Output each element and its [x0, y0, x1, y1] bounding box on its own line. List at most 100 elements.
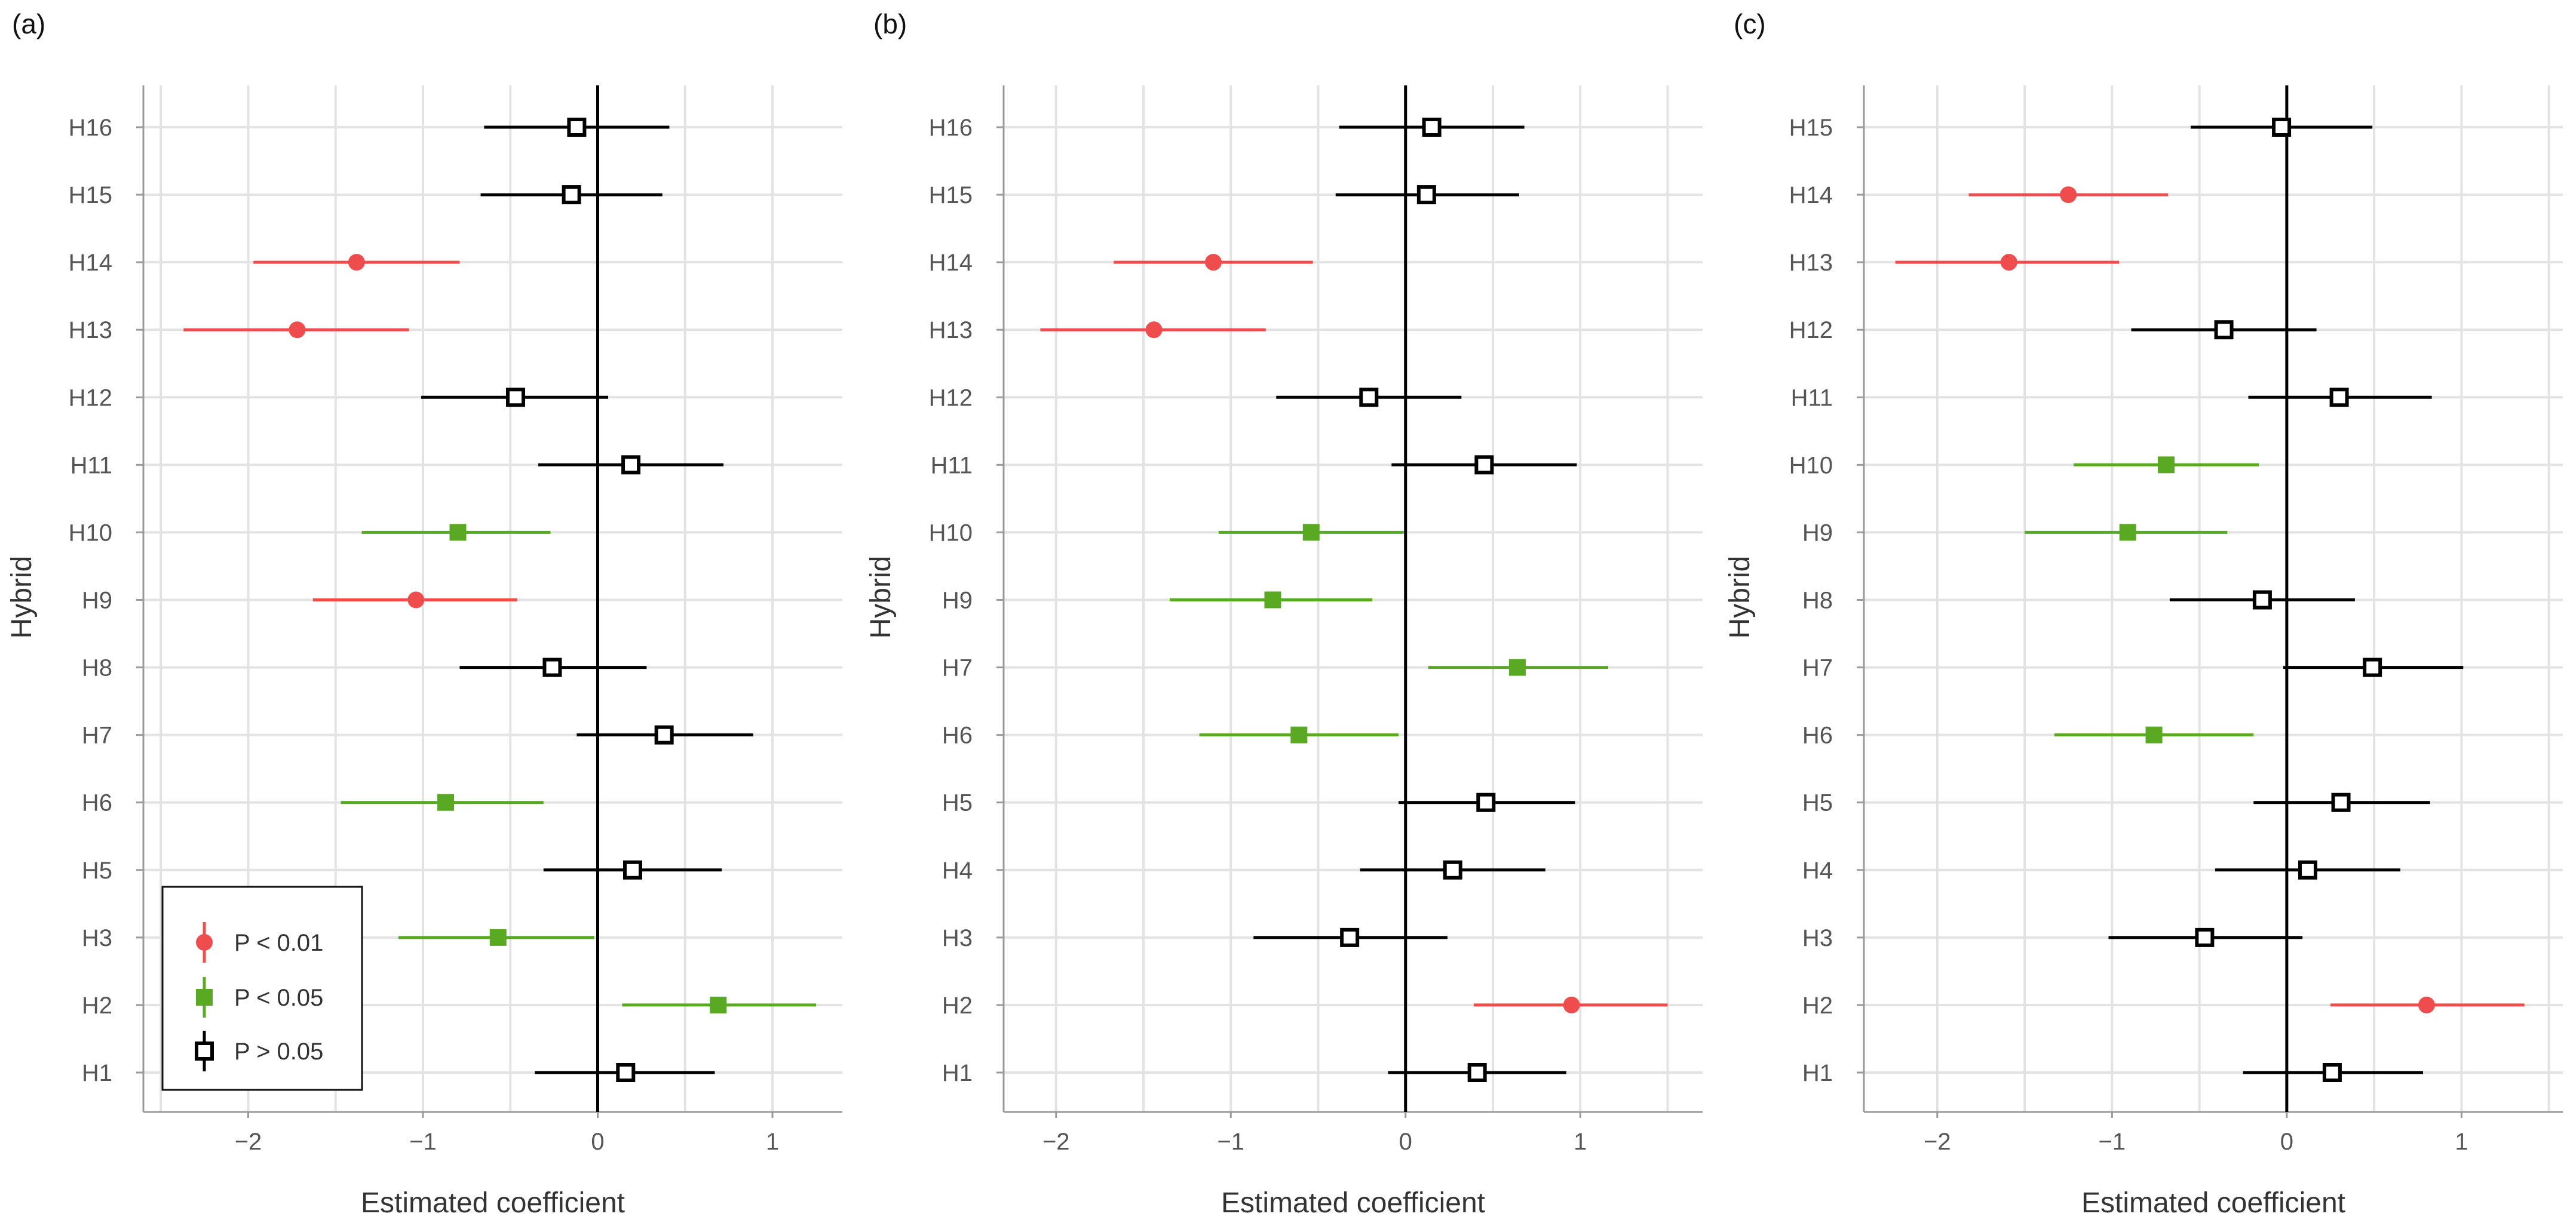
estimate-point-h6 — [2145, 726, 2163, 743]
estimate-point-h6 — [1290, 726, 1308, 743]
y-tick-label-h9: H9 — [82, 588, 112, 614]
estimate-point-h5 — [1476, 792, 1496, 812]
y-tick-label-h10: H10 — [1789, 452, 1833, 478]
estimate-point-h10 — [2158, 456, 2175, 474]
legend-item-p01: P < 0.01 — [196, 922, 323, 963]
chart-panel-2: (b) −2 −1 0 1 Estimated coefficient Hybrid H16 H… — [865, 8, 1703, 1219]
y-tick-label-h14: H14 — [929, 250, 973, 276]
x-tick-label: 0 — [2280, 1129, 2293, 1155]
estimate-point-h15 — [1416, 185, 1436, 205]
estimate-point-h14 — [1205, 254, 1222, 271]
estimate-point-h11 — [1474, 455, 1494, 475]
y-tick-label-h8: H8 — [82, 655, 112, 681]
y-tick-label-h15: H15 — [929, 182, 973, 208]
y-tick-label-h2: H2 — [1802, 993, 1833, 1019]
y-tick-label-h4: H4 — [1802, 858, 1833, 884]
x-axis-title: Estimated coefficient — [1221, 1187, 1485, 1219]
x-tick-label: −2 — [1924, 1129, 1951, 1155]
estimate-point-h8 — [2252, 590, 2272, 610]
x-axis-title: Estimated coefficient — [361, 1187, 625, 1219]
estimate-point-h15 — [2272, 118, 2292, 137]
estimate-point-h2 — [1563, 996, 1580, 1013]
legend: P < 0.01 P < 0.05 P > 0.05 — [161, 886, 363, 1091]
y-tick-label-h11: H11 — [931, 452, 973, 478]
x-tick-label: −2 — [1042, 1129, 1070, 1155]
legend-item-p05: P < 0.05 — [196, 977, 323, 1018]
y-tick-label-h5: H5 — [1802, 790, 1833, 816]
y-tick-label-h3: H3 — [82, 925, 112, 951]
estimate-point-h11 — [2329, 388, 2349, 407]
y-axis-title: Hybrid — [6, 556, 38, 639]
y-tick-label-h14: H14 — [1789, 182, 1833, 208]
y-tick-label-h10: H10 — [69, 520, 112, 546]
estimate-point-h10 — [449, 524, 467, 541]
estimate-point-h5 — [2331, 792, 2351, 812]
estimate-point-h13 — [2000, 254, 2017, 271]
estimate-point-h1 — [616, 1063, 636, 1082]
y-tick-label-h12: H12 — [1789, 317, 1833, 343]
y-tick-label-h1: H1 — [82, 1060, 112, 1086]
estimate-point-h7 — [2363, 658, 2382, 677]
estimate-point-h12 — [2214, 320, 2234, 340]
y-tick-label-h10: H10 — [929, 520, 973, 546]
estimate-point-h3 — [2195, 927, 2215, 947]
estimate-point-h14 — [2060, 186, 2077, 204]
legend-label: P < 0.01 — [234, 930, 323, 956]
legend-marker-ns — [195, 1041, 214, 1061]
x-tick-label: 0 — [1399, 1129, 1412, 1155]
y-tick-label-h2: H2 — [82, 993, 112, 1019]
legend-label: P < 0.05 — [234, 985, 323, 1011]
x-tick-label: 1 — [2455, 1129, 2468, 1155]
estimate-point-h3 — [1340, 927, 1360, 947]
y-tick-label-h16: H16 — [69, 115, 112, 141]
estimate-point-h8 — [542, 658, 562, 677]
y-axis-title: Hybrid — [1724, 556, 1756, 639]
x-tick-label: −1 — [1217, 1129, 1244, 1155]
legend-item-ns: P > 0.05 — [195, 1031, 323, 1071]
y-tick-label-h15: H15 — [69, 182, 112, 208]
y-tick-label-h13: H13 — [929, 317, 973, 343]
estimate-point-h12 — [506, 388, 526, 407]
y-tick-label-h5: H5 — [82, 858, 112, 884]
estimate-point-h13 — [1145, 321, 1163, 339]
estimate-point-h15 — [562, 185, 581, 205]
y-tick-label-h12: H12 — [69, 385, 112, 411]
estimate-point-h7 — [1508, 659, 1526, 676]
y-tick-label-h1: H1 — [1802, 1060, 1833, 1086]
chart-panel-1: (a) −2 −1 0 1 Estimated coefficient Hybrid H16 H… — [6, 8, 842, 1219]
y-tick-label-h11: H11 — [1791, 385, 1833, 411]
estimate-point-h6 — [437, 794, 455, 811]
y-tick-label-h7: H7 — [942, 655, 973, 681]
estimate-point-h9 — [2119, 524, 2136, 541]
y-tick-label-h13: H13 — [69, 317, 112, 343]
estimate-point-h12 — [1359, 388, 1379, 407]
y-tick-label-h12: H12 — [929, 385, 973, 411]
y-tick-label-h6: H6 — [82, 790, 112, 816]
panel-label: (c) — [1734, 8, 1766, 39]
y-tick-label-h6: H6 — [1802, 723, 1833, 749]
estimate-point-h5 — [623, 860, 642, 880]
estimate-point-h2 — [710, 996, 727, 1013]
x-axis-title: Estimated coefficient — [2081, 1187, 2345, 1219]
estimate-point-h14 — [348, 254, 365, 271]
estimate-point-h9 — [1264, 591, 1281, 609]
estimate-point-h13 — [289, 321, 306, 339]
x-tick-label: −2 — [235, 1129, 262, 1155]
estimate-point-h11 — [621, 455, 641, 475]
y-tick-label-h13: H13 — [1789, 250, 1833, 276]
y-tick-label-h5: H5 — [942, 790, 973, 816]
estimate-point-h4 — [1443, 860, 1462, 880]
y-tick-label-h7: H7 — [82, 723, 112, 749]
estimate-point-h4 — [2298, 860, 2317, 880]
x-tick-label: 0 — [591, 1129, 604, 1155]
estimate-point-h10 — [1302, 524, 1320, 541]
y-tick-label-h1: H1 — [942, 1060, 973, 1086]
y-tick-label-h15: H15 — [1789, 115, 1833, 141]
estimate-point-h2 — [2418, 996, 2435, 1013]
estimate-point-h16 — [1422, 118, 1442, 137]
x-tick-label: 1 — [1574, 1129, 1587, 1155]
y-tick-label-h14: H14 — [69, 250, 112, 276]
y-tick-label-h3: H3 — [1802, 925, 1833, 951]
y-tick-label-h11: H11 — [70, 452, 112, 478]
